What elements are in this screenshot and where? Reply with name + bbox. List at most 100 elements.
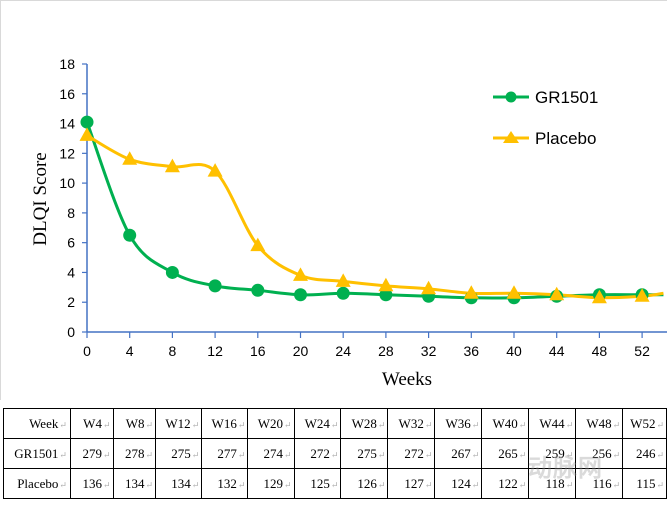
x-tick-label: 24 <box>335 343 351 359</box>
data-point-gr1501 <box>208 279 222 293</box>
table-header-cell: W4↵ <box>69 408 114 439</box>
table-cell: 256↵ <box>575 438 624 469</box>
table-header-label: Week↵ <box>3 408 71 439</box>
y-tick-label: 4 <box>67 264 75 280</box>
table-cell: 272↵ <box>387 438 436 469</box>
table-cell: 129↵ <box>247 468 295 499</box>
table-cell: 274↵ <box>247 438 295 469</box>
data-point-placebo <box>549 286 565 301</box>
legend-marker-gr1501 <box>505 91 517 103</box>
legend-label-placebo: Placebo <box>535 129 596 148</box>
chart-frame: 0 2 4 6 8 10 12 14 16 18 0 4 8 12 16 20 24 28 32 36 40 44 48 52… <box>0 0 667 400</box>
data-point-gr1501 <box>80 115 94 129</box>
y-axis-title: DLQI Score <box>30 152 51 245</box>
sample-size-table-wrap: Week↵ W4↵ W8↵ W12↵ W16↵ W20↵ W24↵ W28↵ W32↵ W36↵ W… <box>3 408 667 499</box>
table-cell: 132↵ <box>201 468 249 499</box>
table-header-cell: W44↵ <box>528 408 577 439</box>
sample-size-table: Week↵ W4↵ W8↵ W12↵ W16↵ W20↵ W24↵ W28↵ W32↵ W36↵ W… <box>3 408 667 499</box>
x-tick-label: 28 <box>378 343 394 359</box>
table-cell: 272↵ <box>293 438 342 469</box>
table-cell: 126↵ <box>340 468 389 499</box>
x-tick-label: 36 <box>464 343 480 359</box>
data-point-gr1501 <box>336 286 350 300</box>
x-tick-label: 48 <box>592 343 608 359</box>
y-tick-label: 0 <box>67 324 75 340</box>
data-point-placebo <box>463 285 479 299</box>
table-header-cell: W48↵ <box>575 408 624 439</box>
x-tick-label: 12 <box>207 343 223 359</box>
table-cell: 275↵ <box>155 438 203 469</box>
legend-label-gr1501: GR1501 <box>535 88 598 107</box>
x-tick-label: 32 <box>421 343 437 359</box>
table-cell: 278↵ <box>112 438 157 469</box>
legend-marker-placebo <box>503 131 519 143</box>
data-point-gr1501 <box>123 228 137 242</box>
table-header-cell: W52↵ <box>622 408 667 439</box>
table-cell: 125↵ <box>293 468 342 499</box>
table-cell: 265↵ <box>481 438 530 469</box>
x-tick-label: 16 <box>250 343 266 359</box>
table-cell: 277↵ <box>201 438 249 469</box>
table-header-cell: W40↵ <box>481 408 530 439</box>
x-tick-label: 20 <box>293 343 309 359</box>
data-point-placebo <box>250 237 266 252</box>
x-tick-label: 44 <box>549 343 565 359</box>
series-markers <box>79 115 650 305</box>
data-point-placebo <box>634 288 650 302</box>
table-header-cell: W36↵ <box>434 408 483 439</box>
table-cell: 118↵ <box>528 468 577 499</box>
table-cell: 279↵ <box>69 438 114 469</box>
table-cell: 115↵ <box>622 468 667 499</box>
data-point-gr1501 <box>165 265 179 279</box>
table-cell: 246↵ <box>622 438 667 469</box>
data-point-placebo <box>421 280 437 295</box>
table-cell: 134↵ <box>155 468 203 499</box>
data-point-placebo <box>335 273 351 287</box>
x-tick-label: 52 <box>634 343 650 359</box>
table-header-cell: W8↵ <box>112 408 157 439</box>
y-tick-label: 18 <box>59 56 75 72</box>
data-point-placebo <box>122 151 138 165</box>
data-point-placebo <box>506 285 522 299</box>
table-cell: 267↵ <box>434 438 483 469</box>
y-tick-label: 2 <box>67 294 75 310</box>
table-row-label: GR1501↵ <box>3 438 71 469</box>
table-header-cell: W28↵ <box>340 408 389 439</box>
table-header-cell: W20↵ <box>247 408 295 439</box>
x-tick-label: 0 <box>83 343 91 359</box>
data-point-placebo <box>164 158 180 173</box>
data-point-gr1501 <box>379 288 393 302</box>
x-tick-label: 40 <box>506 343 522 359</box>
y-tick-label: 10 <box>59 175 75 191</box>
data-point-gr1501 <box>294 288 307 302</box>
table-header-cell: W16↵ <box>201 408 249 439</box>
x-tick-label: 4 <box>126 343 134 359</box>
table-header-cell: W12↵ <box>155 408 203 439</box>
x-tick-label: 8 <box>169 343 177 359</box>
x-axis-title: Weeks <box>382 369 432 390</box>
table-row-label: Placebo↵ <box>3 468 71 499</box>
table-cell: 275↵ <box>340 438 389 469</box>
table-cell: 136↵ <box>69 468 114 499</box>
data-point-placebo <box>293 267 308 281</box>
table-header-row: Week↵ W4↵ W8↵ W12↵ W16↵ W20↵ W24↵ W28↵ W32↵ W36↵ W… <box>3 408 667 439</box>
table-cell: 124↵ <box>434 468 483 499</box>
watermark: 动脉网 <box>528 454 603 482</box>
table-header-cell: W24↵ <box>293 408 342 439</box>
y-tick-label: 6 <box>67 235 75 251</box>
y-tick-label: 8 <box>67 205 75 221</box>
legend: GR1501 Placebo <box>493 88 598 148</box>
table-row: GR1501↵ 279↵ 278↵ 275↵ 277↵ 274↵ 272↵ 275↵ 272↵ 2… <box>3 438 667 469</box>
data-point-placebo <box>378 277 394 292</box>
data-point-gr1501 <box>251 283 265 297</box>
y-tick-label: 14 <box>59 116 75 132</box>
table-header-cell: W32↵ <box>387 408 436 439</box>
table-cell: 116↵ <box>575 468 624 499</box>
table-cell: 134↵ <box>112 468 157 499</box>
data-point-placebo <box>591 289 607 304</box>
y-tick-label: 12 <box>59 145 75 161</box>
table-cell: 122↵ <box>481 468 530 499</box>
data-point-placebo <box>207 163 223 177</box>
